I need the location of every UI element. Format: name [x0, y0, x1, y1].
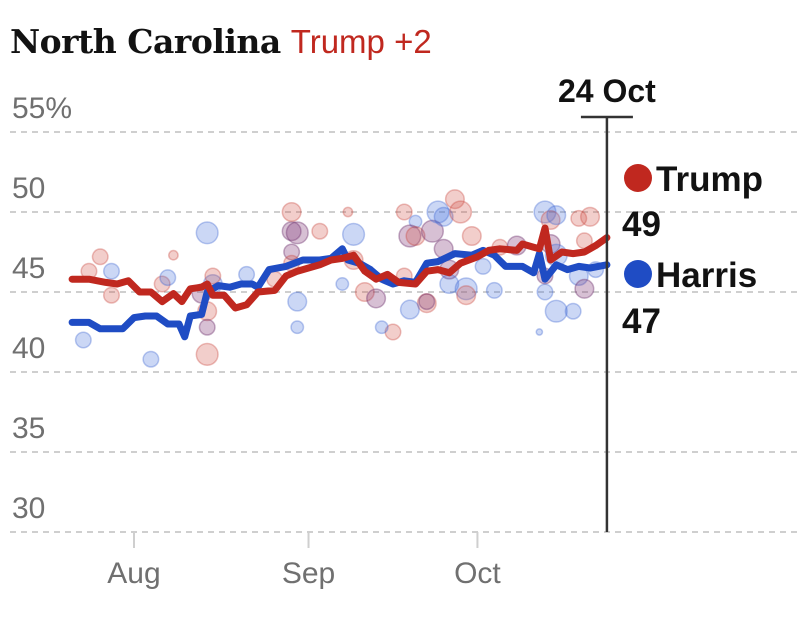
poll-dot [564, 302, 582, 320]
poll-dot [281, 221, 302, 242]
poll-dot [198, 318, 216, 336]
poll-dot [102, 286, 120, 304]
poll-dot [153, 275, 171, 293]
y-tick-label: 40 [12, 332, 45, 365]
poll-dot [398, 224, 422, 248]
poll-dot [448, 200, 473, 224]
poll-dot [342, 206, 354, 218]
poll-dot [408, 214, 423, 229]
poll-dot [142, 350, 160, 368]
poll-dot [366, 288, 387, 309]
poll-dot [535, 328, 544, 336]
poll-dots [74, 189, 605, 368]
poll-dot [461, 225, 482, 247]
trump-legend-value: 49 [622, 205, 661, 244]
lead-label: Trump +2 [290, 23, 432, 60]
poll-dot [533, 200, 557, 224]
x-tick-label: Oct [454, 557, 501, 590]
poll-dot [454, 277, 478, 301]
poll-dot [159, 269, 177, 287]
date-marker-label: 24 Oct [558, 73, 656, 109]
poll-dot [283, 243, 301, 261]
y-axis: 55% 50 45 40 35 30 [12, 92, 72, 525]
legend: Trump 49 Harris 47 [622, 160, 763, 341]
x-tick-label: Sep [282, 557, 335, 590]
poll-dot [281, 201, 302, 223]
poll-dot [204, 267, 222, 285]
poll-dot [546, 205, 567, 226]
poll-dot [395, 203, 413, 221]
poll-dot [384, 323, 402, 341]
y-tick-label: 50 [12, 172, 45, 205]
poll-dot [570, 209, 588, 227]
y-tick-label: 45 [12, 252, 45, 285]
trend-lines [68, 224, 611, 341]
y-tick-label: 55% [12, 92, 72, 125]
harris-legend-name: Harris [656, 256, 757, 295]
poll-dot [287, 291, 308, 312]
trump-legend-dot [624, 164, 652, 192]
poll-dot [374, 320, 389, 335]
x-axis: Aug Sep Oct [107, 532, 501, 590]
poll-dot [91, 248, 109, 266]
harris-legend-value: 47 [622, 302, 661, 341]
x-tick-label: Aug [107, 557, 160, 590]
poll-dot [426, 200, 450, 224]
poll-dot [195, 342, 219, 366]
poll-dot [399, 299, 420, 320]
poll-dot [335, 277, 350, 291]
poll-dot [74, 331, 92, 349]
poll-dot [238, 265, 256, 283]
poll-dot [444, 189, 465, 210]
poll-dot [433, 206, 454, 227]
poll-dot [536, 283, 554, 301]
poll-dot [354, 281, 375, 303]
chart-title-row: North Carolina Trump +2 [10, 22, 432, 61]
poll-dot [168, 249, 179, 261]
poll-dot [574, 278, 595, 299]
poll-dot [290, 320, 305, 335]
poll-dot [416, 293, 437, 314]
poll-dot [485, 281, 503, 299]
y-tick-label: 35 [12, 412, 45, 445]
state-title: North Carolina [10, 22, 281, 61]
poll-dot [311, 222, 329, 240]
poll-dot [418, 293, 436, 311]
poll-dot [195, 221, 219, 245]
date-marker: 24 Oct [558, 73, 656, 532]
poll-dot [102, 262, 120, 280]
poll-dot [474, 257, 492, 275]
poll-dot [341, 222, 366, 246]
poll-dot [285, 221, 309, 245]
poll-dot [544, 299, 568, 323]
poll-dot [456, 285, 477, 306]
poll-dot [405, 225, 426, 247]
trump-legend-name: Trump [656, 160, 763, 199]
harris-trend-line [68, 245, 611, 341]
poll-dot [579, 206, 601, 227]
harris-legend-dot [624, 260, 652, 288]
trump-trend-line [68, 224, 611, 312]
y-tick-label: 30 [12, 492, 45, 525]
poll-dot [420, 219, 444, 243]
